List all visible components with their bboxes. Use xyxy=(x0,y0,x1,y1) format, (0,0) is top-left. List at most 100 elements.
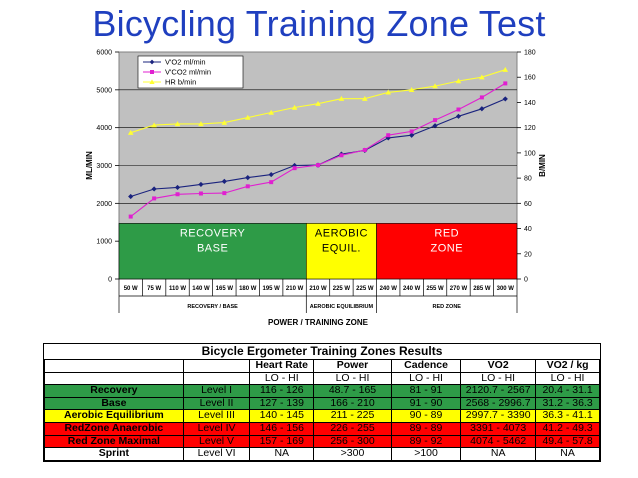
table-header-row: Heart Rate Power Cadence VO2 VO2 / kg xyxy=(45,360,600,373)
y2-axis-title: B/MIN xyxy=(538,154,547,177)
subheader-cell: LO - HI xyxy=(314,372,392,385)
power-range: >300 xyxy=(314,448,392,461)
y2-tick-label: 120 xyxy=(524,125,536,132)
header-cell xyxy=(183,360,250,373)
zone-name: Red Zone Maximal xyxy=(45,435,184,448)
y-tick-label: 0 xyxy=(108,277,112,284)
x-tick-label: 110 W xyxy=(169,286,186,292)
x-tick-label: 210 W xyxy=(286,286,304,292)
data-point xyxy=(293,166,297,170)
x-tick-label: 165 W xyxy=(216,286,234,292)
zone-band-label: RECOVERY xyxy=(180,227,246,239)
x-tick-label: 255 W xyxy=(426,286,444,292)
vo2-range: 4074 - 5462 xyxy=(461,435,536,448)
data-point xyxy=(246,184,250,188)
table-row: Aerobic Equilibrium Level III 140 - 145 … xyxy=(45,410,600,423)
vo2-range: 2120.7 - 2567 xyxy=(461,385,536,398)
legend-marker xyxy=(150,70,154,74)
vo2-range: 2997.7 - 3390 xyxy=(461,410,536,423)
y-tick-label: 5000 xyxy=(96,87,112,94)
power-range: 256 - 300 xyxy=(314,435,392,448)
y-tick-label: 1000 xyxy=(96,239,112,246)
x-axis-title: POWER / TRAINING ZONE xyxy=(268,318,369,327)
data-point xyxy=(386,133,390,137)
x-group-label: RECOVERY / BASE xyxy=(187,304,238,310)
data-point xyxy=(152,196,156,200)
hr-range: 127 - 139 xyxy=(250,397,314,410)
y2-tick-label: 160 xyxy=(524,75,536,82)
subheader-cell: LO - HI xyxy=(536,372,600,385)
zone-name: RedZone Anaerobic xyxy=(45,422,184,435)
zone-name: Base xyxy=(45,397,184,410)
hr-range: 157 - 169 xyxy=(250,435,314,448)
x-tick-label: 195 W xyxy=(263,286,281,292)
y2-tick-label: 100 xyxy=(524,150,536,157)
cadence-range: >100 xyxy=(391,448,460,461)
y2-tick-label: 180 xyxy=(524,50,536,57)
x-tick-label: 225 W xyxy=(356,286,374,292)
power-range: 48.7 - 165 xyxy=(314,385,392,398)
x-tick-label: 180 W xyxy=(239,286,257,292)
zone-name: Aerobic Equilibrium xyxy=(45,410,184,423)
zone-level: Level IV xyxy=(183,422,250,435)
subheader-cell: LO - HI xyxy=(250,372,314,385)
x-group-label: RED ZONE xyxy=(433,304,462,310)
power-range: 226 - 255 xyxy=(314,422,392,435)
subheader-cell xyxy=(45,372,184,385)
zone-level: Level I xyxy=(183,385,250,398)
cadence-range: 81 - 91 xyxy=(391,385,460,398)
data-point xyxy=(129,215,133,219)
data-point xyxy=(480,95,484,99)
header-cadence: Cadence xyxy=(391,360,460,373)
x-tick-label: 140 W xyxy=(192,286,210,292)
data-point xyxy=(433,118,437,122)
zone-level: Level II xyxy=(183,397,250,410)
table-row: Base Level II 127 - 139 166 - 210 91 - 9… xyxy=(45,397,600,410)
zone-band-label: ZONE xyxy=(430,242,463,254)
x-tick-label: 300 W xyxy=(497,286,515,292)
header-heart-rate: Heart Rate xyxy=(250,360,314,373)
data-point xyxy=(176,192,180,196)
zone-band-label: AEROBIC xyxy=(315,227,368,239)
y2-tick-label: 20 xyxy=(524,251,532,258)
vo2kg-range: 49.4 - 57.8 xyxy=(536,435,600,448)
y-tick-label: 6000 xyxy=(96,50,112,57)
y-tick-label: 2000 xyxy=(96,201,112,208)
header-vo2-kg: VO2 / kg xyxy=(536,360,600,373)
data-point xyxy=(363,148,367,152)
header-vo2: VO2 xyxy=(461,360,536,373)
vo2kg-range: 36.3 - 41.1 xyxy=(536,410,600,423)
y2-tick-label: 140 xyxy=(524,100,536,107)
data-point xyxy=(269,180,273,184)
vo2-range: 3391 - 4073 xyxy=(461,422,536,435)
zone-band-label: RED xyxy=(434,227,459,239)
y-axis-title: ML/MIN xyxy=(85,151,94,180)
legend-label: HR b/min xyxy=(165,78,196,87)
hr-range: 140 - 145 xyxy=(250,410,314,423)
zone-band-label: EQUIL. xyxy=(322,242,361,254)
header-cell xyxy=(45,360,184,373)
vo2kg-range: 31.2 - 36.3 xyxy=(536,397,600,410)
hr-range: 146 - 156 xyxy=(250,422,314,435)
zone-level: Level III xyxy=(183,410,250,423)
zone-band-label: BASE xyxy=(197,242,228,254)
vo2-range: 2568 - 2996.7 xyxy=(461,397,536,410)
zone-name: Recovery xyxy=(45,385,184,398)
x-tick-label: 240 W xyxy=(380,286,398,292)
table-subheader-row: LO - HI LO - HI LO - HI LO - HI LO - HI xyxy=(45,372,600,385)
zone-level: Level V xyxy=(183,435,250,448)
x-tick-label: 210 W xyxy=(309,286,327,292)
table-row: Recovery Level I 116 - 126 48.7 - 165 81… xyxy=(45,385,600,398)
vo2-range: NA xyxy=(461,448,536,461)
zone-name: Sprint xyxy=(45,448,184,461)
results-table: Bicycle Ergometer Training Zones Results… xyxy=(44,344,600,461)
subheader-cell xyxy=(183,372,250,385)
y2-tick-label: 60 xyxy=(524,201,532,208)
y2-tick-label: 80 xyxy=(524,176,532,183)
y2-tick-label: 0 xyxy=(524,277,528,284)
x-tick-label: 225 W xyxy=(333,286,351,292)
results-table-panel: Bicycle Ergometer Training Zones Results… xyxy=(43,343,601,462)
data-point xyxy=(456,108,460,112)
y2-tick-label: 40 xyxy=(524,226,532,233)
table-row: Red Zone Maximal Level V 157 - 169 256 -… xyxy=(45,435,600,448)
